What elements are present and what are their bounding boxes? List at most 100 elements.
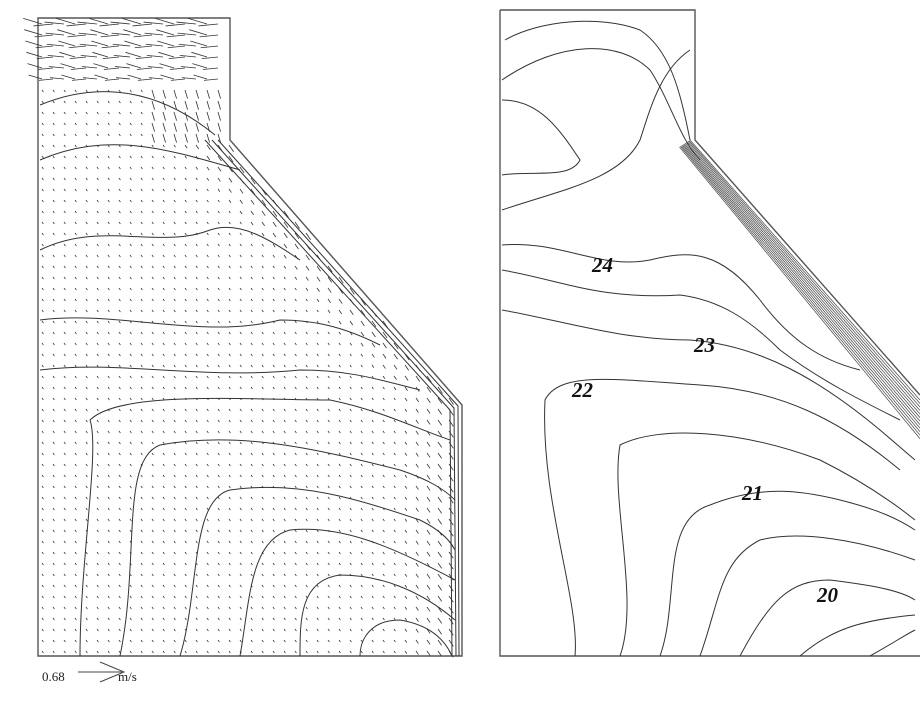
vector	[317, 629, 318, 631]
vector	[108, 486, 109, 488]
vector	[262, 497, 263, 499]
vector	[350, 552, 351, 554]
vector	[141, 596, 142, 598]
vector	[108, 442, 109, 444]
vector	[383, 618, 384, 620]
vector	[97, 112, 98, 114]
vector	[339, 629, 340, 631]
vector	[163, 255, 164, 257]
vector	[64, 90, 65, 92]
vector	[174, 519, 175, 521]
vector	[350, 343, 352, 345]
vector	[141, 365, 142, 367]
vector	[174, 178, 175, 180]
vector	[251, 607, 252, 609]
vector	[317, 585, 318, 587]
vector	[97, 497, 98, 499]
vector	[64, 145, 65, 147]
vector	[350, 596, 351, 598]
vector	[152, 453, 153, 455]
vector	[53, 585, 54, 587]
vector	[181, 66, 196, 68]
vector	[416, 607, 418, 611]
vector	[284, 618, 285, 620]
vector	[196, 211, 197, 213]
vector	[53, 530, 54, 532]
vector	[196, 189, 197, 191]
vector	[163, 145, 164, 147]
vector	[284, 585, 285, 587]
vector	[53, 508, 54, 510]
vector	[196, 486, 197, 488]
vector	[207, 453, 208, 455]
vector	[251, 574, 252, 576]
vector	[75, 519, 76, 521]
vector	[141, 486, 142, 488]
vector	[295, 607, 296, 609]
vector	[372, 398, 373, 400]
vector	[24, 30, 42, 35]
vector	[229, 464, 230, 466]
vector	[103, 57, 119, 59]
vector	[317, 563, 318, 565]
vector	[207, 442, 208, 444]
vector	[383, 629, 384, 631]
vector	[306, 552, 307, 554]
vector	[86, 123, 87, 125]
vector	[42, 354, 43, 356]
vector	[185, 640, 186, 642]
vector	[339, 376, 340, 378]
vector	[240, 244, 241, 246]
vector	[207, 585, 208, 587]
vector	[185, 255, 186, 257]
vector	[77, 22, 97, 24]
vector	[240, 310, 241, 312]
vector	[240, 585, 241, 587]
isotherm	[684, 144, 920, 421]
contour-label: 21	[741, 481, 763, 505]
vector	[306, 387, 307, 389]
vector	[163, 90, 166, 99]
vector	[163, 475, 164, 477]
vector	[141, 453, 142, 455]
vector	[229, 233, 230, 235]
vector	[328, 541, 329, 543]
vector	[53, 420, 54, 422]
vector	[218, 343, 219, 345]
contour-label: 24	[591, 253, 613, 277]
vector	[48, 55, 64, 57]
vector	[350, 651, 351, 653]
vector	[141, 585, 142, 587]
vector	[53, 563, 54, 565]
vector	[328, 464, 329, 466]
vector	[339, 563, 340, 565]
vector	[394, 508, 395, 510]
vector	[405, 552, 407, 555]
vector	[163, 200, 164, 202]
vector	[108, 222, 109, 224]
vector	[64, 178, 65, 180]
vector	[196, 431, 197, 433]
vector	[167, 35, 185, 37]
vector	[130, 420, 131, 422]
vector	[130, 475, 131, 477]
vector	[141, 475, 142, 477]
vector	[207, 101, 210, 110]
vector	[86, 431, 87, 433]
vector	[394, 420, 395, 422]
vector	[383, 530, 384, 532]
vector	[42, 90, 43, 92]
vector	[207, 321, 208, 323]
vector	[174, 464, 175, 466]
vector	[207, 233, 208, 235]
vector	[262, 244, 264, 246]
vector	[218, 453, 219, 455]
vector	[372, 607, 373, 609]
vector	[163, 530, 164, 532]
vector	[361, 420, 362, 422]
vector	[163, 618, 164, 620]
vector	[64, 530, 65, 532]
vector	[141, 563, 142, 565]
vector	[361, 409, 362, 411]
vector	[152, 640, 153, 642]
